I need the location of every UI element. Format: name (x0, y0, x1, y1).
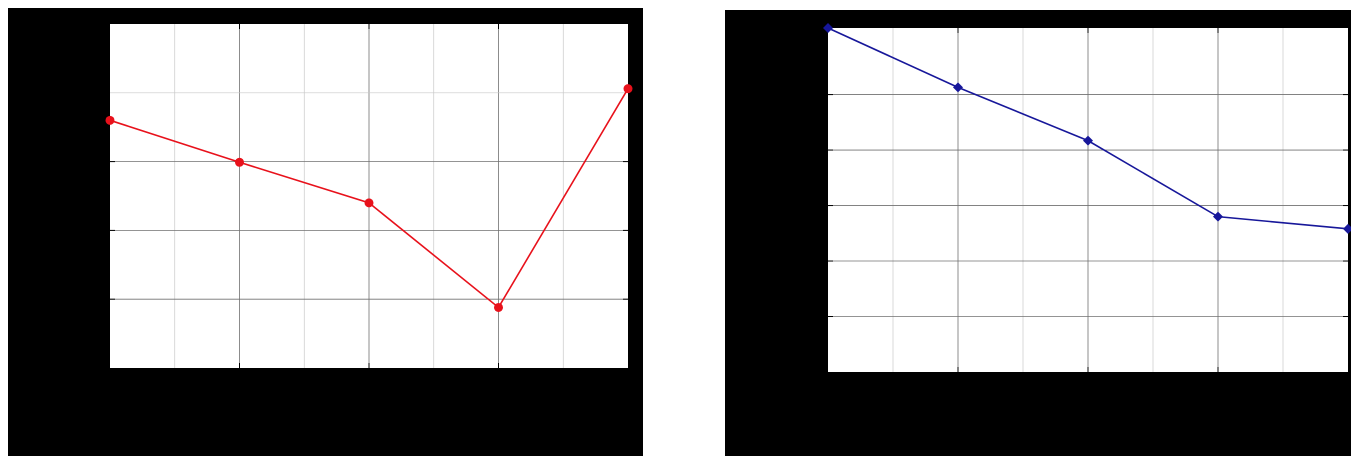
left-data-point (105, 115, 115, 125)
right-data-point (823, 23, 833, 33)
line-chart-left (8, 8, 643, 456)
left-data-point (235, 157, 244, 167)
chart-right-svg (725, 10, 1351, 456)
right-data-point (1343, 223, 1351, 234)
line-chart-right (725, 10, 1351, 456)
chart-left-svg (8, 8, 643, 456)
right-data-point (953, 82, 963, 93)
right-data-point (1213, 211, 1223, 222)
right-data-point (1083, 135, 1093, 146)
left-data-point (623, 84, 633, 94)
left-data-point (364, 198, 374, 208)
left-data-point (494, 302, 503, 312)
